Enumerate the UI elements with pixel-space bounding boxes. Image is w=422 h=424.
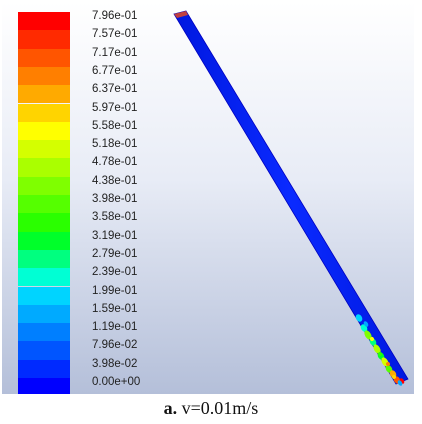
legend-label: 6.77e-01 [92, 64, 138, 77]
legend-label: 3.19e-01 [92, 229, 138, 242]
legend-label: 0.00e+00 [92, 376, 141, 388]
pipe-contour [173, 10, 409, 386]
legend-swatch [18, 48, 70, 67]
legend-swatch [18, 85, 70, 104]
legend-label: 2.79e-01 [92, 247, 138, 260]
contour-hotspot [392, 375, 396, 379]
legend-swatch [18, 341, 70, 360]
legend-label: 6.37e-01 [92, 83, 138, 96]
contour-hotspot [386, 362, 390, 366]
legend-swatch [18, 66, 70, 86]
legend-label: 5.58e-01 [92, 119, 138, 132]
legend-swatch [18, 12, 70, 31]
pipe-inlet-tip [174, 11, 188, 18]
legend-label: 2.39e-01 [92, 266, 138, 279]
legend-label: 7.96e-02 [92, 339, 138, 352]
legend-label: 5.97e-01 [92, 101, 138, 114]
legend-swatch [18, 103, 70, 122]
legend-swatch [18, 176, 70, 195]
legend-swatch [18, 359, 70, 378]
legend-label: 3.58e-01 [92, 211, 138, 224]
legend-label: 3.98e-02 [92, 357, 138, 370]
legend-label: 4.38e-01 [92, 174, 138, 187]
legend-label: 1.99e-01 [92, 284, 138, 297]
legend-label: 1.19e-01 [92, 321, 138, 334]
legend-swatch [18, 195, 70, 214]
legend-swatch [18, 304, 70, 324]
pipe-body [173, 10, 409, 385]
legend-swatch [18, 140, 70, 159]
contour-hotspot [373, 344, 381, 354]
contour-hotspot [364, 330, 372, 340]
legend-label: 7.17e-01 [92, 46, 138, 59]
legend-label: 5.18e-01 [92, 138, 138, 151]
legend-swatch [18, 30, 70, 49]
legend-label: 4.78e-01 [92, 156, 138, 169]
legend-label: 7.96e-01 [92, 10, 138, 22]
graphics-viewport[interactable]: 7.96e-01 7.57e-01 7.17e-01 6.77e-01 6.37e-01… [2, 2, 414, 394]
caption-letter: a. [163, 398, 178, 418]
legend-swatch [18, 323, 70, 342]
contour-hotspot [378, 352, 382, 356]
legend-swatch [18, 249, 70, 269]
contour-hotspot [397, 380, 403, 386]
legend-swatch [18, 231, 70, 250]
legend-swatch [18, 213, 70, 232]
velocity-contour-plot [173, 10, 409, 386]
legend-label: 7.57e-01 [92, 28, 138, 41]
legend-label: 3.98e-01 [92, 193, 138, 205]
legend-swatch [18, 121, 70, 141]
legend-label: 1.59e-01 [92, 302, 138, 315]
contour-hotspot [355, 314, 363, 322]
legend-swatch [18, 158, 70, 177]
figure-caption: a. v=0.01m/s [0, 398, 422, 419]
contour-hotspot [370, 337, 374, 341]
legend-swatch [18, 378, 70, 394]
caption-text: v=0.01m/s [177, 398, 259, 418]
legend-swatch [18, 268, 70, 287]
legend-swatch [18, 286, 70, 305]
contour-hotspot [363, 321, 369, 327]
